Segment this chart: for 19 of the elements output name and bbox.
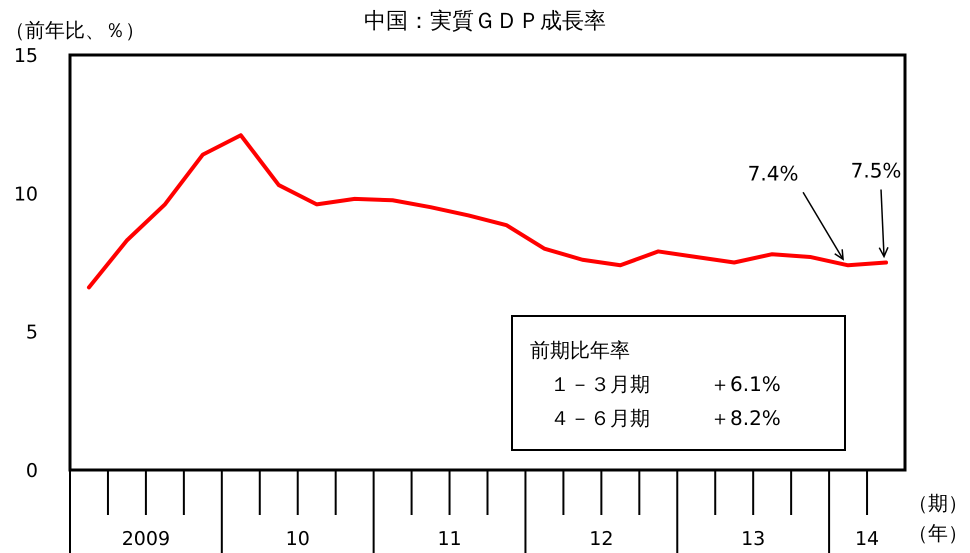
annotation: 前期比年率 xyxy=(530,338,630,362)
text: 12 xyxy=(589,528,614,550)
x-axis-title: （期） xyxy=(908,491,968,515)
annotation: 7.5% xyxy=(850,158,902,182)
text: 11 xyxy=(437,528,462,550)
annotation: １－３月期 ＋6.1% xyxy=(530,372,781,396)
text: （年） xyxy=(908,521,968,545)
text: 2009 xyxy=(122,528,170,550)
text: 14 xyxy=(854,528,880,550)
annotation: 7.4% xyxy=(748,161,798,186)
annotation: ４－６月期 ＋8.2% xyxy=(530,406,781,430)
chart-title: 中国：実質ＧＤＰ成長率 xyxy=(364,9,606,34)
y-tick-label: 15 xyxy=(14,45,38,67)
y-axis-title: （前年比、％） xyxy=(5,18,145,42)
y-tick-label: 5 xyxy=(26,322,38,344)
text: 10 xyxy=(286,528,310,550)
y-tick-label: 10 xyxy=(14,183,38,206)
text: 13 xyxy=(741,528,766,550)
y-tick-label: 0 xyxy=(26,460,38,482)
